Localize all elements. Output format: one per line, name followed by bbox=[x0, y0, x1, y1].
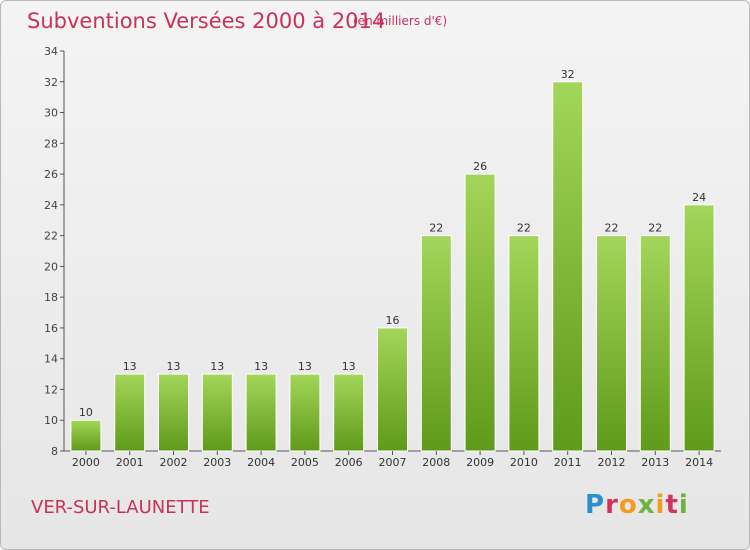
x-tick-label: 2000 bbox=[72, 456, 100, 469]
bar bbox=[114, 373, 146, 452]
logo-letter: P bbox=[585, 490, 606, 520]
data-label: 22 bbox=[517, 222, 531, 235]
x-tick-label: 2001 bbox=[116, 456, 144, 469]
x-tick-label: 2010 bbox=[510, 456, 538, 469]
logo-letter: x bbox=[637, 490, 656, 520]
y-tick-label: 22 bbox=[44, 230, 58, 243]
data-label: 22 bbox=[429, 222, 443, 235]
y-tick-label: 34 bbox=[44, 45, 58, 58]
y-tick-label: 24 bbox=[44, 199, 58, 212]
logo-letter: o bbox=[618, 490, 638, 520]
data-label: 26 bbox=[473, 160, 487, 173]
data-label: 24 bbox=[692, 191, 706, 204]
y-tick-label: 26 bbox=[44, 168, 58, 181]
bar bbox=[201, 373, 233, 452]
y-tick-label: 12 bbox=[44, 383, 58, 396]
bar bbox=[333, 373, 365, 452]
data-label: 13 bbox=[123, 360, 137, 373]
y-tick-label: 18 bbox=[44, 291, 58, 304]
y-tick-label: 32 bbox=[44, 76, 58, 89]
y-tick-label: 8 bbox=[51, 445, 58, 458]
x-tick-label: 2003 bbox=[203, 456, 231, 469]
x-tick-label: 2005 bbox=[291, 456, 319, 469]
y-tick-label: 30 bbox=[44, 107, 58, 120]
bar bbox=[70, 419, 102, 452]
chart-subtitle: (en milliers d'€) bbox=[353, 14, 448, 28]
data-label: 13 bbox=[210, 360, 224, 373]
x-tick-label: 2011 bbox=[554, 456, 582, 469]
data-label: 16 bbox=[386, 314, 400, 327]
x-tick-label: 2002 bbox=[160, 456, 188, 469]
data-label: 22 bbox=[648, 222, 662, 235]
bar bbox=[508, 235, 540, 452]
logo-letter: i bbox=[655, 490, 666, 520]
x-tick-label: 2007 bbox=[379, 456, 407, 469]
y-tick-label: 20 bbox=[44, 260, 58, 273]
y-tick-label: 28 bbox=[44, 137, 58, 150]
x-tick-label: 2004 bbox=[247, 456, 275, 469]
proxiti-logo: Proxiti bbox=[585, 490, 689, 520]
x-tick-label: 2009 bbox=[466, 456, 494, 469]
y-tick-label: 10 bbox=[44, 414, 58, 427]
x-tick-label: 2013 bbox=[641, 456, 669, 469]
y-tick-label: 14 bbox=[44, 353, 58, 366]
x-tick-label: 2012 bbox=[598, 456, 626, 469]
logo-letter: t bbox=[665, 490, 679, 520]
y-tick-label: 16 bbox=[44, 322, 58, 335]
bar bbox=[420, 235, 452, 452]
bar bbox=[158, 373, 189, 452]
data-label: 13 bbox=[254, 360, 268, 373]
bar bbox=[683, 204, 715, 452]
bar bbox=[639, 235, 671, 452]
data-label: 22 bbox=[605, 222, 619, 235]
data-label: 13 bbox=[298, 360, 312, 373]
logo-letter: r bbox=[605, 490, 619, 520]
data-label: 13 bbox=[167, 360, 181, 373]
bar bbox=[245, 373, 277, 452]
commune-name: VER-SUR-LAUNETTE bbox=[31, 497, 210, 518]
x-tick-label: 2014 bbox=[685, 456, 713, 469]
logo-letter: i bbox=[678, 490, 689, 520]
bar bbox=[377, 327, 408, 452]
data-label: 32 bbox=[561, 68, 575, 81]
chart-title: Subventions Versées 2000 à 2014 bbox=[27, 9, 386, 33]
data-label: 13 bbox=[342, 360, 356, 373]
bar bbox=[464, 173, 496, 452]
x-tick-label: 2008 bbox=[422, 456, 450, 469]
bar bbox=[552, 81, 584, 452]
data-label: 10 bbox=[79, 406, 93, 419]
bar bbox=[289, 373, 321, 452]
x-tick-label: 2006 bbox=[335, 456, 363, 469]
bar bbox=[596, 235, 627, 452]
